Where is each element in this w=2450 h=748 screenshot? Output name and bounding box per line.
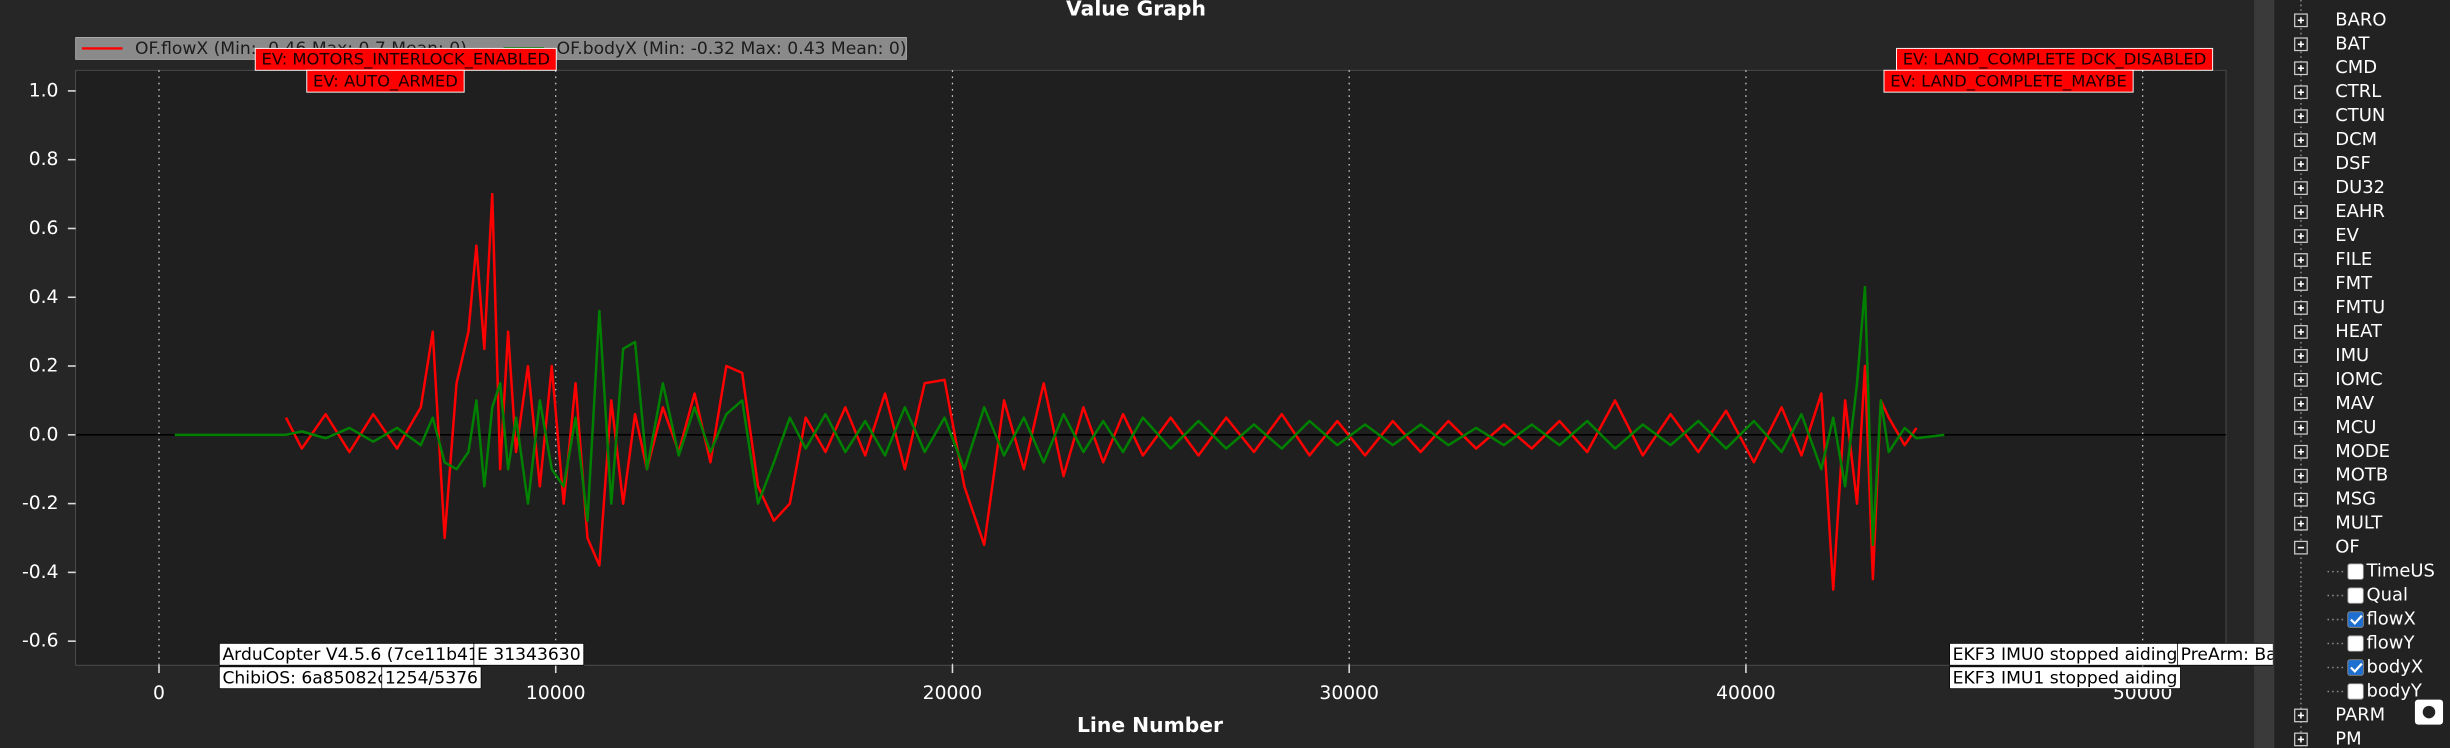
tree-child[interactable]: flowX [2367, 609, 2416, 630]
message-label: ArduCopter V4.5.6 (7ce11b41) [222, 645, 485, 665]
checkmark [2350, 662, 2363, 673]
y-tick-label: -0.4 [22, 562, 59, 583]
message-label: PreArm: Ba [2181, 645, 2277, 665]
tree-item[interactable]: IMU [2335, 345, 2369, 366]
tree-item[interactable]: IOMC [2335, 369, 2382, 390]
checkbox[interactable] [2347, 563, 2364, 580]
tree-item[interactable]: MSG [2335, 489, 2376, 510]
series-line [284, 192, 1918, 591]
message-box [2177, 642, 2273, 666]
tree-item[interactable]: DU32 [2335, 177, 2385, 198]
tree-item[interactable]: OF [2335, 537, 2359, 558]
series-layer [174, 192, 1945, 591]
tree-item[interactable]: DSF [2335, 153, 2371, 174]
message-box [473, 642, 585, 666]
tree-child[interactable]: bodyY [2367, 680, 2422, 701]
x-axis-label: Line Number [1077, 713, 1223, 737]
tree-item[interactable]: CTUN [2335, 105, 2385, 126]
event-label: EV: LAND_COMPLETE_MAYBE [1890, 71, 2127, 91]
tree-item[interactable]: FMTU [2335, 297, 2385, 318]
tree-item[interactable]: HEAT [2335, 321, 2383, 342]
series-line [174, 285, 1945, 547]
y-tick-label: 0.6 [29, 218, 59, 239]
y-tick-label: 0.8 [29, 149, 59, 170]
y-tick-label: 0.4 [29, 287, 59, 308]
tree-item[interactable]: BARO [2335, 9, 2386, 30]
tree-child[interactable]: bodyX [2367, 657, 2424, 678]
checkbox[interactable] [2347, 611, 2364, 628]
tree-item[interactable]: MAV [2335, 393, 2375, 414]
y-tick-label: 0.2 [29, 356, 59, 377]
tree-item[interactable]: FILE [2335, 249, 2372, 270]
tree-item[interactable]: MULT [2335, 513, 2383, 534]
tree-child[interactable]: flowY [2367, 633, 2415, 654]
tree-item[interactable]: MCU [2335, 417, 2376, 438]
message-box [1949, 666, 2181, 690]
plot-area [75, 69, 2227, 666]
tree-child[interactable]: TimeUS [2366, 561, 2435, 582]
y-tick-label: -0.2 [22, 493, 59, 514]
chart-title: Value Graph [1066, 0, 1206, 20]
tree-item[interactable]: DCM [2335, 129, 2377, 150]
x-tick-label: 20000 [923, 683, 983, 704]
camera-lens [2422, 705, 2436, 719]
message-label: ChibiOS: 6a85082c [222, 669, 386, 689]
event-label: EV: AUTO_ARMED [313, 71, 458, 91]
message-label: EKF3 IMU0 stopped aiding [1953, 645, 2178, 665]
checkmark [2350, 614, 2363, 626]
message-label: EKF3 IMU1 stopped aiding [1953, 669, 2178, 689]
message-label: E 31343630 [477, 645, 581, 665]
checkbox[interactable] [2347, 659, 2364, 676]
y-tick-label: -0.6 [22, 631, 59, 652]
checkbox[interactable] [2347, 635, 2364, 652]
tree-item[interactable]: EAHR [2335, 201, 2385, 222]
tree-item[interactable]: EV [2335, 225, 2359, 246]
legend-label: OF.bodyX (Min: -0.32 Max: 0.43 Mean: 0) [557, 39, 907, 59]
x-tick-label: 0 [153, 683, 165, 704]
x-tick-label: 30000 [1319, 683, 1379, 704]
tree-item[interactable]: MODE [2335, 441, 2390, 462]
checkbox[interactable] [2347, 683, 2364, 700]
tree-item[interactable]: CTRL [2335, 81, 2381, 102]
tree-item[interactable]: CMD [2335, 57, 2377, 78]
message-box [381, 666, 482, 690]
tree: BARO BAT CMD CTRL CTUN DCM DSF DU32 EAHR EV FILE FM… [2294, 9, 2444, 748]
checkbox[interactable] [2347, 587, 2364, 604]
tree-item[interactable]: MOTB [2335, 465, 2388, 486]
x-tick-label: 10000 [526, 683, 586, 704]
tree-item[interactable]: FMT [2335, 273, 2373, 294]
tree-item[interactable]: BAT [2335, 33, 2370, 54]
tree-child[interactable]: Qual [2367, 585, 2408, 606]
tree-item[interactable]: PM [2335, 728, 2361, 748]
y-tick-label: 1.0 [29, 80, 59, 101]
splitter [2254, 0, 2275, 748]
tree-item[interactable]: PARM [2335, 704, 2385, 725]
grid: 0 10000 20000 30000 40000 500001.00.80.60.40.… [22, 70, 2172, 704]
event-label: EV: MOTORS_INTERLOCK_ENABLED [262, 50, 551, 70]
event-label: EV: LAND_COMPLETE DCK_DISABLED [1903, 50, 2207, 70]
event-box [306, 69, 465, 93]
y-tick-label: 0.0 [29, 424, 59, 445]
event-box [1883, 69, 2134, 93]
message-label: 1254/5376 [385, 669, 478, 689]
x-tick-label: 40000 [1716, 683, 1776, 704]
